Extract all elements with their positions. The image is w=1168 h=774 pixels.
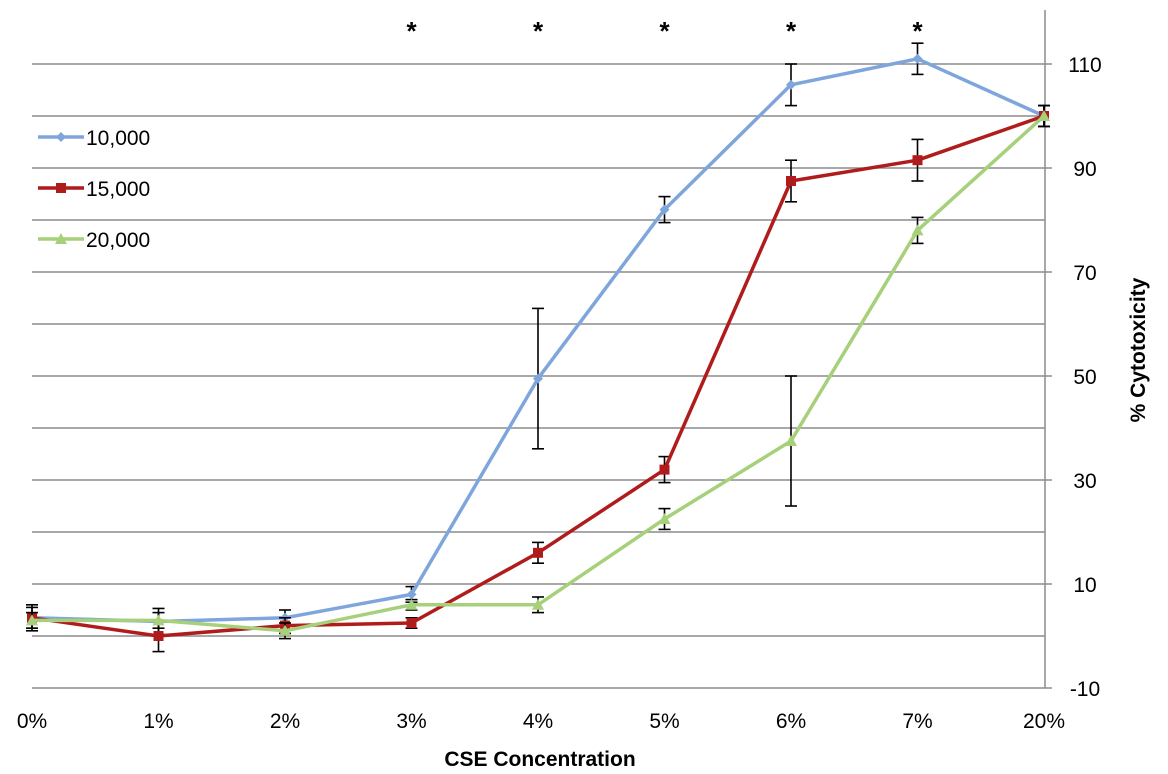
legend-entry: 10,000 [38, 127, 150, 150]
x-axis-title: CSE Concentration [444, 748, 635, 771]
data-point [279, 624, 291, 636]
x-tick-label: 7% [902, 710, 932, 733]
data-point [55, 233, 67, 244]
y-tick-label: 30 [1073, 470, 1096, 493]
y-tick-label: 90 [1073, 158, 1096, 181]
data-point [786, 79, 796, 90]
legend-label: 15,000 [86, 178, 150, 201]
legend-label: 20,000 [86, 229, 150, 252]
legend-label: 10,000 [86, 127, 150, 150]
data-point [405, 598, 418, 610]
data-point [406, 618, 417, 628]
x-tick-label: 0% [17, 710, 47, 733]
data-point [532, 598, 544, 610]
series-layer [26, 42, 1050, 653]
y-tick-label: 70 [1073, 262, 1096, 285]
x-tick-label: 20% [1023, 710, 1065, 733]
series-3 [26, 104, 1050, 640]
data-point [912, 53, 923, 64]
data-point [153, 631, 164, 641]
legend: 10,000 15,000 20,000 [38, 127, 150, 252]
y-tick-label: 50 [1073, 366, 1096, 389]
data-point [533, 373, 543, 384]
x-tick-label: 4% [523, 710, 553, 733]
x-tick-label: 6% [776, 710, 806, 733]
data-point [152, 614, 165, 626]
data-point [533, 547, 543, 558]
data-point [911, 224, 924, 236]
x-tick-label: 2% [270, 710, 300, 733]
significance-annotations: * * * * * [406, 16, 923, 46]
data-point [1038, 110, 1050, 121]
x-tick-label: 3% [396, 710, 426, 733]
significance-marker: * [786, 16, 797, 46]
data-point [26, 614, 38, 626]
data-point [659, 204, 670, 215]
legend-entry: 15,000 [38, 178, 150, 201]
data-point [912, 155, 923, 166]
significance-marker: * [406, 16, 417, 46]
axes: -10 10 30 50 70 90 110 0% 1% 2% 3% 4% 5% 6% 7% 20% [17, 10, 1102, 733]
data-point [406, 589, 417, 600]
y-tick-label: 110 [1068, 54, 1101, 77]
data-point [56, 183, 66, 193]
data-point [786, 176, 796, 186]
y-tick-label: -10 [1070, 678, 1100, 701]
x-tick-label: 5% [649, 710, 679, 733]
x-tick-label: 1% [143, 710, 173, 733]
significance-marker: * [533, 16, 544, 46]
y-axis-title: % Cytotoxicity [1127, 277, 1150, 422]
legend-entry: 20,000 [38, 229, 150, 252]
significance-marker: * [659, 16, 670, 46]
data-point [658, 513, 671, 524]
significance-marker: * [912, 16, 923, 46]
y-tick-label: 10 [1073, 574, 1096, 597]
data-point [659, 464, 670, 475]
data-point [785, 435, 797, 446]
data-point [56, 132, 66, 142]
